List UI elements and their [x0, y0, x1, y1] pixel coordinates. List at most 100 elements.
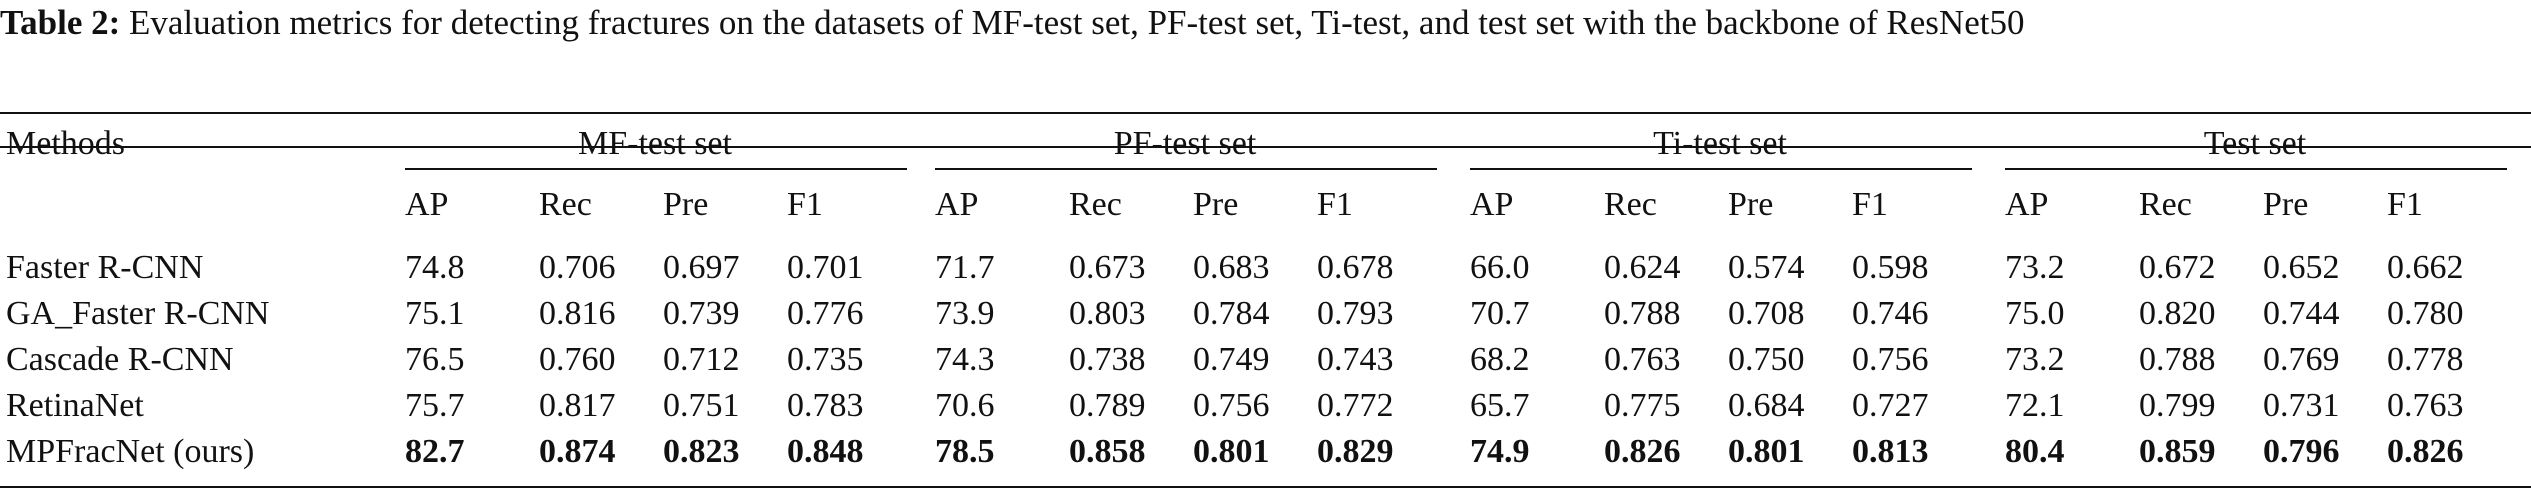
table-cell: 0.763: [2387, 387, 2464, 424]
table-cell: 0.652: [2263, 249, 2340, 286]
table-cell: 75.7: [405, 387, 465, 424]
table-cell: 0.772: [1317, 387, 1394, 424]
group-header: Test set: [2203, 125, 2307, 162]
table-cell: 0.874: [539, 433, 616, 470]
table-cell: 68.2: [1470, 341, 1530, 378]
table-cell: 0.816: [539, 295, 616, 332]
table-cell: 0.743: [1317, 341, 1394, 378]
metric-header: AP: [935, 186, 979, 223]
table-cell: 0.784: [1193, 295, 1270, 332]
table-cell: 74.3: [935, 341, 995, 378]
table-cell: 71.7: [935, 249, 995, 286]
table-cell: 74.8: [405, 249, 465, 286]
table-cell: 80.4: [2005, 433, 2065, 470]
table-cell: 0.826: [2387, 433, 2464, 470]
table-cell: 0.763: [1604, 341, 1681, 378]
table-cell: 73.9: [935, 295, 995, 332]
table-cell: 0.574: [1728, 249, 1805, 286]
table-cell: 0.738: [1069, 341, 1146, 378]
metric-header: Rec: [2139, 186, 2192, 223]
table-cell: 0.756: [1852, 341, 1929, 378]
metric-header: F1: [1317, 186, 1353, 223]
table-cell: 0.706: [539, 249, 616, 286]
table-cell: 65.7: [1470, 387, 1530, 424]
table-cell: 0.858: [1069, 433, 1146, 470]
method-name: Cascade R-CNN: [6, 341, 234, 378]
method-name: Faster R-CNN: [6, 249, 204, 286]
table-cell: 0.739: [663, 295, 740, 332]
table-cell: 0.678: [1317, 249, 1394, 286]
table-cell: 70.6: [935, 387, 995, 424]
table-cell: 0.813: [1852, 433, 1929, 470]
table-cell: 0.801: [1193, 433, 1270, 470]
table-cell: 0.701: [787, 249, 864, 286]
table-cell: 0.746: [1852, 295, 1929, 332]
table-cell: 76.5: [405, 341, 465, 378]
table-cell: 0.749: [1193, 341, 1270, 378]
metric-header: Rec: [539, 186, 592, 223]
table-cell: 82.7: [405, 433, 465, 470]
table-cell: 0.788: [2139, 341, 2216, 378]
top-rule: [0, 112, 2531, 114]
metric-header: Pre: [663, 186, 709, 223]
metric-header: Pre: [1193, 186, 1239, 223]
table-cell: 0.731: [2263, 387, 2340, 424]
table-cell: 0.776: [787, 295, 864, 332]
methods-header: Methods: [6, 125, 125, 162]
metric-header: AP: [2005, 186, 2049, 223]
table-cell: 0.796: [2263, 433, 2340, 470]
table-cell: 0.775: [1604, 387, 1681, 424]
table-cell: 75.1: [405, 295, 465, 332]
method-name: GA_Faster R-CNN: [6, 295, 270, 332]
table-cell: 0.598: [1852, 249, 1929, 286]
metric-header: F1: [787, 186, 823, 223]
table-cell: 0.859: [2139, 433, 2216, 470]
table-cell: 0.751: [663, 387, 740, 424]
metric-header: F1: [2387, 186, 2423, 223]
table-cell: 0.712: [663, 341, 740, 378]
metric-header: Rec: [1069, 186, 1122, 223]
table-cell: 0.760: [539, 341, 616, 378]
table-cell: 0.848: [787, 433, 864, 470]
group-header: PF-test set: [1113, 125, 1257, 162]
table-cell: 0.697: [663, 249, 740, 286]
table-cell: 66.0: [1470, 249, 1530, 286]
metric-header: Pre: [1728, 186, 1774, 223]
method-name: RetinaNet: [6, 387, 144, 424]
table-cell: 0.829: [1317, 433, 1394, 470]
table-cell: 74.9: [1470, 433, 1530, 470]
table-cell: 0.769: [2263, 341, 2340, 378]
table-cell: 0.735: [787, 341, 864, 378]
table-cell: 0.826: [1604, 433, 1681, 470]
table-cell: 73.2: [2005, 249, 2065, 286]
table-cell: 0.789: [1069, 387, 1146, 424]
table-cell: 0.788: [1604, 295, 1681, 332]
table-cell: 70.7: [1470, 295, 1530, 332]
table-cell: 0.778: [2387, 341, 2464, 378]
table-cell: 0.801: [1728, 433, 1805, 470]
metric-header: F1: [1852, 186, 1888, 223]
table-cell: 0.817: [539, 387, 616, 424]
table-cell: 0.683: [1193, 249, 1270, 286]
caption-label: Table 2:: [0, 3, 121, 42]
table-cell: 0.756: [1193, 387, 1270, 424]
table-cell: 0.624: [1604, 249, 1681, 286]
table-cell: 0.684: [1728, 387, 1805, 424]
table-cell: 75.0: [2005, 295, 2065, 332]
table-cell: 0.823: [663, 433, 740, 470]
group-underline: [405, 168, 907, 170]
metric-header: Pre: [2263, 186, 2309, 223]
method-name: MPFracNet (ours): [6, 433, 255, 470]
table-cell: 0.708: [1728, 295, 1805, 332]
group-underline: [1470, 168, 1972, 170]
metric-header: Rec: [1604, 186, 1657, 223]
table-cell: 0.780: [2387, 295, 2464, 332]
table-cell: 78.5: [935, 433, 995, 470]
group-underline: [2005, 168, 2507, 170]
group-underline: [935, 168, 1437, 170]
table-cell: 0.793: [1317, 295, 1394, 332]
caption-text: Evaluation metrics for detecting fractur…: [129, 3, 2025, 42]
table-cell: 0.799: [2139, 387, 2216, 424]
table-cell: 0.744: [2263, 295, 2340, 332]
table-cell: 0.803: [1069, 295, 1146, 332]
